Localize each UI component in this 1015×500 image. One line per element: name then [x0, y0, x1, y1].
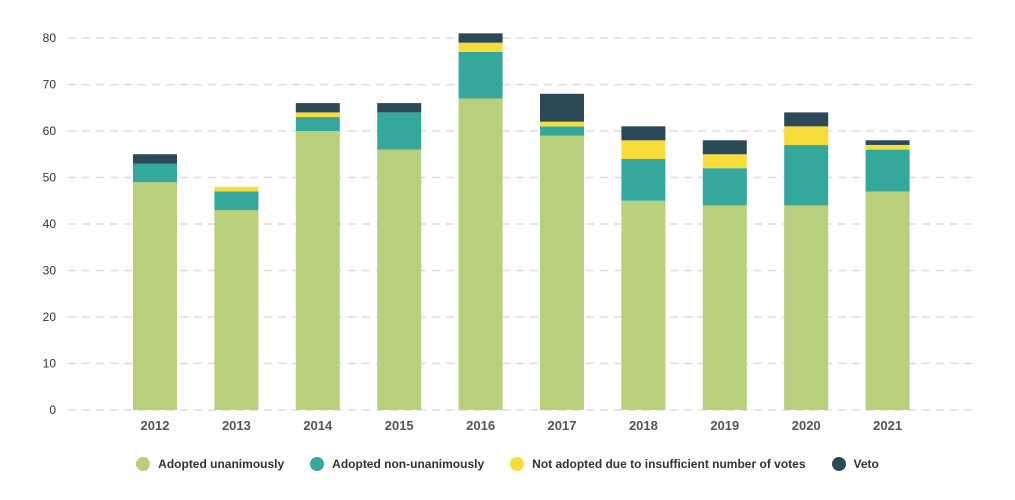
legend-swatch — [831, 457, 846, 471]
y-tick-label: 60 — [43, 124, 57, 138]
x-tick-label: 2017 — [548, 418, 577, 433]
y-tick-label: 50 — [43, 171, 57, 185]
bar-segment — [784, 144, 829, 206]
x-tick-label: 2013 — [222, 418, 251, 433]
bar-segment — [540, 135, 584, 410]
bar-segment — [214, 210, 259, 410]
bar-segment — [865, 140, 910, 145]
bar-segment — [133, 182, 177, 410]
x-tick-label: 2021 — [873, 418, 902, 433]
bar-segment — [540, 93, 584, 122]
bar-segment — [133, 154, 177, 164]
bar-segment — [540, 121, 584, 127]
bar-segment — [458, 42, 503, 52]
legend-item: Adopted unanimously — [136, 457, 284, 471]
bar-segment — [784, 112, 829, 127]
x-axis: 2012 2013 2014 2015 2016 2017 2018 2019 2020 2021 — [141, 418, 903, 433]
legend-swatch — [510, 457, 525, 471]
y-tick-label: 70 — [43, 78, 57, 92]
bar-segment — [621, 126, 666, 141]
bar-segment — [865, 144, 910, 150]
bar-segment — [295, 131, 340, 410]
bar-segment — [133, 163, 177, 183]
legend-label: Adopted non-unanimously — [332, 457, 485, 471]
legend-swatch — [310, 457, 325, 471]
x-tick-label: 2012 — [141, 418, 170, 433]
legend-label: Not adopted due to insufficient number o… — [532, 457, 806, 471]
bar-segment — [458, 98, 503, 410]
y-axis: 0 10 20 30 40 50 60 70 80 — [43, 31, 57, 417]
y-tick-label: 40 — [43, 217, 57, 231]
bar-segment — [295, 103, 340, 113]
x-tick-label: 2020 — [792, 418, 821, 433]
y-tick-label: 20 — [43, 310, 57, 324]
legend-item: Adopted non-unanimously — [310, 457, 484, 471]
legend-item: Not adopted due to insufficient number o… — [510, 457, 806, 471]
legend: Adopted unanimously Adopted non-unanimous… — [0, 453, 1015, 475]
legend-label: Veto — [853, 457, 879, 471]
bar-segment — [377, 149, 422, 410]
bars — [133, 33, 910, 410]
bar-segment — [784, 205, 829, 410]
bar-segment — [702, 205, 747, 410]
bar-segment — [295, 117, 340, 131]
x-tick-label: 2018 — [629, 418, 658, 433]
bar-segment — [621, 158, 666, 201]
grid-lines — [68, 37, 975, 411]
bar-segment — [458, 51, 503, 99]
legend-swatch — [136, 457, 151, 471]
bar-segment — [621, 200, 666, 410]
bar-segment — [458, 33, 503, 43]
y-tick-label: 80 — [43, 31, 57, 45]
bar-segment — [377, 103, 422, 113]
y-tick-label: 0 — [49, 403, 56, 417]
bar-segment — [865, 191, 910, 410]
bar-segment — [702, 140, 747, 155]
x-tick-label: 2019 — [710, 418, 739, 433]
bar-segment — [214, 186, 259, 192]
bar-segment — [621, 140, 666, 159]
y-tick-label: 10 — [43, 357, 57, 371]
bar-segment — [295, 112, 340, 118]
x-tick-label: 2014 — [303, 418, 333, 433]
bar-segment — [865, 149, 910, 192]
bar-segment — [214, 191, 259, 211]
bar-segment — [377, 112, 422, 150]
bar-segment — [540, 126, 584, 136]
x-tick-label: 2016 — [466, 418, 495, 433]
bar-segment — [784, 126, 829, 145]
bar-segment — [702, 168, 747, 206]
bar-segment — [702, 154, 747, 169]
y-tick-label: 30 — [43, 264, 57, 278]
legend-label: Adopted unanimously — [158, 457, 285, 471]
x-tick-label: 2015 — [385, 418, 414, 433]
legend-item: Veto — [831, 457, 879, 471]
